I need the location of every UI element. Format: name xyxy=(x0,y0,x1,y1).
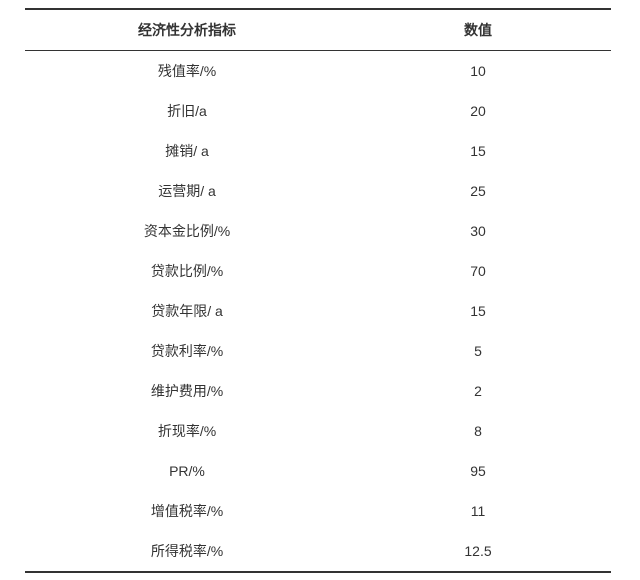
table-cell: 贷款利率/% xyxy=(150,343,224,359)
top-rule xyxy=(25,8,611,10)
table-cell: 5 xyxy=(474,343,482,359)
table-cell: 15 xyxy=(470,303,486,319)
table-cell: 10 xyxy=(470,63,486,79)
table-cell: 95 xyxy=(470,463,486,479)
table-cell: 折现率/% xyxy=(157,423,217,439)
table-cell: 残值率/% xyxy=(157,63,217,79)
table-cell: 20 xyxy=(470,103,486,119)
table-cell: PR/% xyxy=(169,463,205,479)
table-cell: 增值税率/% xyxy=(150,503,224,519)
table-cell: 贷款年限/ a xyxy=(151,303,223,319)
table-cell: 15 xyxy=(470,143,486,159)
table-cell: 25 xyxy=(470,183,486,199)
table-cell: 所得税率/% xyxy=(150,543,224,559)
table-cell: 运营期/ a xyxy=(158,183,216,199)
table-cell: 2 xyxy=(474,383,482,399)
table-cell: 12.5 xyxy=(464,543,492,559)
header-cell: 数值 xyxy=(464,22,492,38)
table-cell: 贷款比例/% xyxy=(150,263,224,279)
table-cell: 摊销/ a xyxy=(165,143,209,159)
bottom-rule xyxy=(25,571,611,573)
table-cell: 折旧/a xyxy=(167,103,207,119)
table-cell: 8 xyxy=(474,423,482,439)
header-rule xyxy=(25,50,611,51)
table-cell: 11 xyxy=(470,503,486,519)
header-cell: 经济性分析指标 xyxy=(138,22,236,38)
table-cell: 维护费用/% xyxy=(150,383,224,399)
table-cell: 资本金比例/% xyxy=(143,223,231,239)
table-cell: 70 xyxy=(470,263,486,279)
table-cell: 30 xyxy=(470,223,486,239)
